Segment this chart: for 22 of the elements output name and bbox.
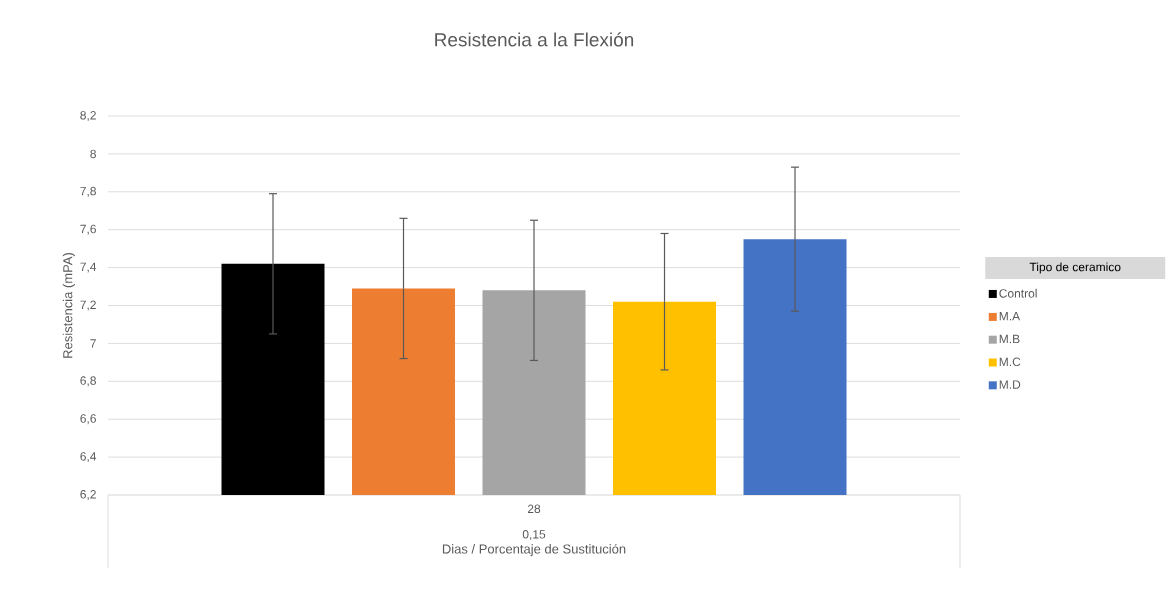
x-tick-label: 28	[527, 504, 541, 514]
legend-label: M.B	[999, 334, 1020, 344]
y-axis-title: Resistencia (mPA)	[62, 252, 75, 358]
legend-label: M.C	[999, 357, 1021, 367]
text: 0,15	[522, 530, 546, 540]
y-tick-label: 8,2	[80, 111, 96, 121]
chart-title: Resistencia a la Flexión	[435, 32, 634, 47]
y-tick-label: 6,6	[80, 414, 96, 425]
legend-label: Control	[999, 288, 1037, 298]
y-tick-label: 7,2	[80, 300, 96, 311]
y-tick-label: 7,6	[80, 224, 96, 235]
y-tick-label: 7	[90, 339, 96, 348]
y-tick-label: 8	[90, 149, 96, 159]
y-tick-label: 6,4	[80, 452, 97, 463]
x-axis-title: Dias / Porcentaje de Sustitución	[442, 543, 626, 557]
y-tick-label: 6,2	[80, 490, 96, 500]
y-tick-label: 7,4	[80, 262, 97, 273]
y-tick-label: 6,8	[80, 376, 96, 387]
legend-label: M.A	[999, 312, 1021, 321]
legend-title: Tipo de ceramico	[1029, 262, 1121, 274]
legend-label: M.D	[999, 380, 1021, 389]
y-tick-label: 7,8	[80, 186, 96, 197]
